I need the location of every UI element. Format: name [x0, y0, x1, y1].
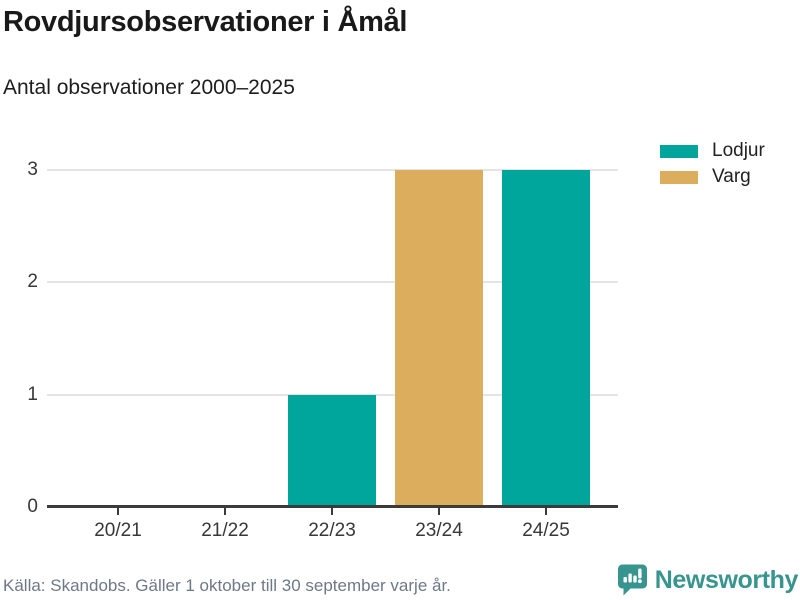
x-axis-tick	[224, 508, 226, 515]
bar-lodjur-24-25	[502, 170, 590, 507]
y-axis-tick-label: 0	[27, 496, 38, 517]
gridline-y2	[47, 281, 618, 284]
legend-item-lodjur: Lodjur	[660, 138, 765, 164]
bar-lodjur-22-23	[288, 394, 376, 507]
chart-title: Rovdjursobservationer i Åmål	[3, 6, 408, 38]
x-axis-tick-label: 20/21	[94, 520, 142, 541]
bar-varg-23-24	[395, 170, 483, 507]
brand-lockup: Newsworthy	[617, 563, 798, 597]
chart-subtitle: Antal observationer 2000–2025	[3, 76, 295, 99]
legend-item-varg: Varg	[660, 164, 765, 190]
y-axis-tick-label: 3	[27, 159, 38, 180]
gridline-y3	[47, 169, 618, 171]
legend-label: Lodjur	[712, 140, 765, 161]
x-axis-tick	[438, 508, 440, 515]
legend-swatch-varg	[660, 170, 698, 184]
x-axis-tick	[331, 508, 333, 515]
x-axis-tick-label: 24/25	[522, 520, 570, 541]
y-axis-tick-label: 1	[27, 383, 38, 405]
x-axis-tick-label: 22/23	[308, 520, 356, 541]
newsworthy-logo-icon	[617, 563, 648, 597]
legend-label: Varg	[712, 166, 751, 187]
x-axis-tick	[545, 508, 547, 515]
source-note: Källa: Skandobs. Gäller 1 oktober till 3…	[3, 576, 451, 595]
x-axis-tick-label: 23/24	[415, 520, 463, 541]
legend: Lodjur Varg	[660, 138, 765, 190]
brand-name: Newsworthy	[654, 565, 799, 594]
x-axis-line	[47, 505, 618, 508]
x-axis-tick-label: 21/22	[201, 520, 249, 541]
legend-swatch-lodjur	[660, 144, 698, 158]
y-axis-tick-label: 2	[27, 271, 38, 293]
x-axis-tick	[117, 508, 119, 515]
